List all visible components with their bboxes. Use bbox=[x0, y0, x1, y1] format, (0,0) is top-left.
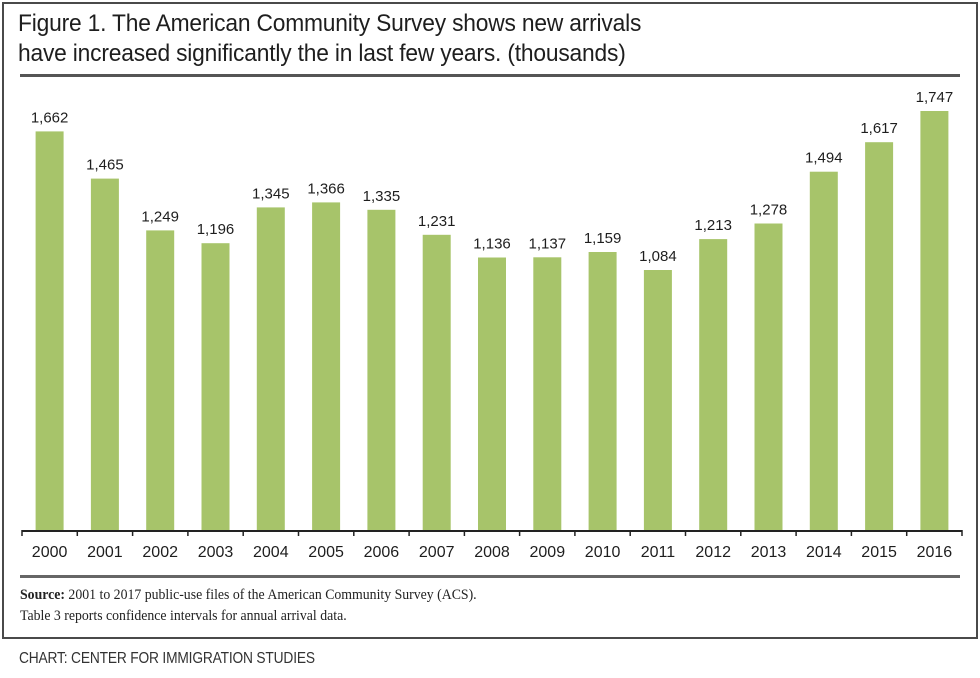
bar-2014 bbox=[809, 171, 838, 530]
bar-2001 bbox=[90, 178, 119, 530]
bar-2003 bbox=[201, 243, 230, 530]
bar-2004 bbox=[256, 207, 285, 530]
chart-credit: CHART: CENTER FOR IMMIGRATION STUDIES bbox=[19, 650, 315, 667]
bar-2002 bbox=[146, 230, 175, 530]
data-labels-group: 1,662 1,465 1,249 1,196 1,345 1,366 1,335 1,231… bbox=[31, 89, 953, 265]
x-tick-label-2000: 2000 bbox=[32, 544, 68, 561]
x-tick-label-2003: 2003 bbox=[198, 544, 234, 561]
bar-2000 bbox=[35, 131, 64, 530]
bar-2015 bbox=[865, 142, 894, 530]
x-axis: 2000 2001 2002 2003 2004 2005 2006 2007 2008 2009… bbox=[21, 530, 963, 561]
bars-group bbox=[35, 111, 949, 531]
x-tick-label-2014: 2014 bbox=[806, 544, 842, 561]
bar-2008 bbox=[478, 257, 506, 530]
bar-2010 bbox=[588, 252, 617, 530]
data-label-2006: 1,335 bbox=[363, 188, 401, 205]
data-label-2011: 1,084 bbox=[639, 248, 677, 265]
data-label-2014: 1,494 bbox=[805, 150, 843, 167]
bar-2009 bbox=[533, 257, 562, 530]
bar-2016 bbox=[920, 111, 949, 530]
source-text: 2001 to 2017 public-use files of the Ame… bbox=[64, 587, 477, 603]
source-line-1: Source: 2001 to 2017 public-use files of… bbox=[20, 585, 477, 606]
chart-title: Figure 1. The American Community Survey … bbox=[18, 9, 641, 69]
data-label-2007: 1,231 bbox=[418, 213, 456, 230]
data-label-2010: 1,159 bbox=[584, 230, 622, 247]
title-divider bbox=[20, 74, 960, 77]
bar-2005 bbox=[312, 202, 341, 530]
source-divider bbox=[20, 575, 960, 578]
bar-2006 bbox=[367, 209, 396, 531]
source-line-2: Table 3 reports confidence intervals for… bbox=[20, 608, 347, 624]
x-tick-label-2009: 2009 bbox=[530, 544, 566, 561]
chart-title-line-1: Figure 1. The American Community Survey … bbox=[18, 10, 642, 37]
x-tick-label-2001: 2001 bbox=[87, 544, 123, 561]
data-label-2013: 1,278 bbox=[750, 202, 788, 219]
data-label-2005: 1,366 bbox=[307, 180, 345, 197]
x-tick-label-2002: 2002 bbox=[142, 544, 178, 561]
data-label-2002: 1,249 bbox=[141, 208, 179, 225]
source-label: Source: bbox=[20, 587, 65, 603]
x-tick-label-2010: 2010 bbox=[585, 544, 621, 561]
bar-2011 bbox=[643, 270, 672, 530]
data-label-2008: 1,136 bbox=[473, 236, 511, 253]
x-tick-label-2007: 2007 bbox=[419, 544, 455, 561]
source-note: Source: 2001 to 2017 public-use files of… bbox=[20, 585, 477, 627]
bar-2012 bbox=[699, 239, 728, 530]
x-tick-label-2006: 2006 bbox=[364, 544, 400, 561]
data-label-2009: 1,137 bbox=[529, 235, 567, 252]
x-tick-label-2011: 2011 bbox=[641, 544, 676, 561]
data-label-2001: 1,465 bbox=[86, 157, 124, 174]
data-label-2000: 1,662 bbox=[31, 109, 69, 126]
data-label-2004: 1,345 bbox=[252, 185, 290, 202]
x-tick-label-2004: 2004 bbox=[253, 544, 289, 561]
x-tick-label-2015: 2015 bbox=[861, 544, 897, 561]
bar-2013 bbox=[754, 223, 783, 530]
x-tick-label-2005: 2005 bbox=[308, 544, 344, 561]
x-tick-label-2012: 2012 bbox=[695, 544, 731, 561]
data-label-2015: 1,617 bbox=[860, 120, 898, 137]
x-tick-label-2013: 2013 bbox=[751, 544, 787, 561]
x-tick-label-2008: 2008 bbox=[474, 544, 510, 561]
chart-frame bbox=[2, 2, 978, 639]
data-label-2012: 1,213 bbox=[694, 217, 732, 234]
chart-title-line-2: have increased significantly the in last… bbox=[18, 40, 626, 67]
data-label-2016: 1,747 bbox=[916, 89, 954, 106]
bar-2007 bbox=[422, 234, 451, 531]
x-tick-label-2016: 2016 bbox=[917, 544, 953, 561]
data-label-2003: 1,196 bbox=[197, 221, 235, 238]
